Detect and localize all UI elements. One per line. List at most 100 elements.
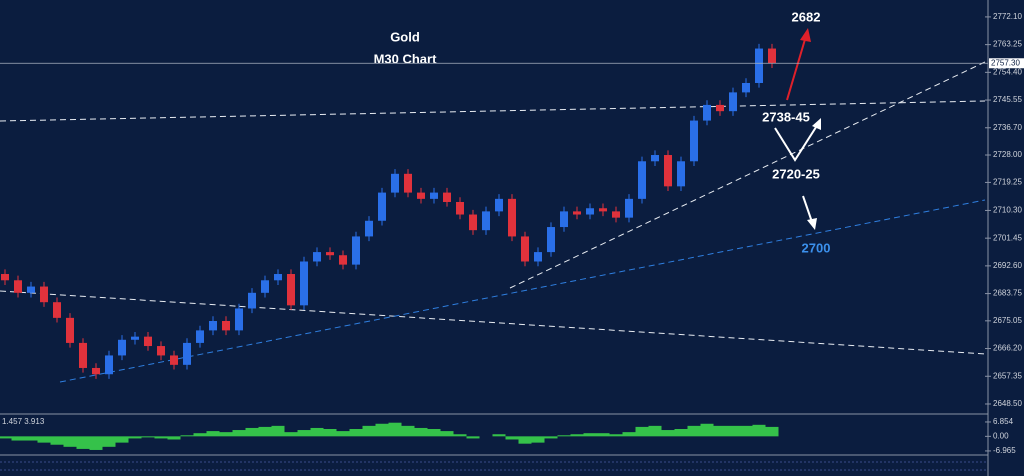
candle-body [690, 120, 698, 162]
candle-body [495, 198, 503, 212]
y-tick-label: 2675.05 [993, 316, 1022, 325]
trend-line [59, 199, 986, 383]
histogram-bar [310, 427, 324, 437]
candle-body [248, 292, 256, 309]
candle-body [417, 192, 425, 199]
y-tick-label: 2763.25 [993, 40, 1022, 49]
histogram-bar [63, 436, 77, 447]
candle-body [768, 48, 776, 64]
y-tick-label: 2728.00 [993, 150, 1022, 159]
candle-body [651, 155, 659, 162]
arrow [786, 35, 807, 101]
candle-body [222, 320, 230, 331]
y-tick-label: 2657.35 [993, 371, 1022, 380]
y-tick-label: -6.965 [993, 446, 1016, 455]
histogram-bar [765, 426, 779, 437]
annotation: 2720-25 [772, 166, 820, 181]
arrow-head [807, 218, 817, 230]
histogram-bar [648, 425, 662, 437]
histogram-bar [544, 436, 558, 439]
y-tick-label: 2710.30 [993, 206, 1022, 215]
histogram-bar [713, 425, 727, 437]
candle-body [729, 92, 737, 112]
candle-body [378, 192, 386, 221]
candle-body [1, 274, 9, 281]
histogram-bar [24, 436, 38, 441]
candle-body [27, 286, 35, 293]
histogram-bar [167, 436, 181, 440]
trend-line [0, 290, 986, 355]
histogram-bar [245, 427, 259, 437]
candle-body [677, 161, 685, 187]
candle-body [664, 155, 672, 187]
candle-body [287, 274, 295, 306]
histogram-bar [388, 422, 402, 437]
histogram-bar [297, 430, 311, 437]
candle-body [443, 192, 451, 202]
histogram-bar [635, 426, 649, 437]
candle-body [131, 336, 139, 340]
arrow-head [812, 118, 821, 130]
candle-body [560, 211, 568, 228]
candle-body [170, 355, 178, 365]
histogram-bar [401, 425, 415, 437]
trend-line [509, 61, 986, 289]
candle-body [430, 192, 438, 199]
arrow [774, 123, 819, 162]
histogram-bar [0, 436, 12, 439]
histogram-bar [726, 425, 740, 437]
candle-body [638, 161, 646, 199]
histogram-bar [570, 434, 584, 437]
histogram-bar [622, 432, 636, 437]
histogram-bar [739, 425, 753, 437]
candle-body [66, 317, 74, 343]
candle-body [365, 220, 373, 237]
histogram-bar [362, 425, 376, 437]
histogram-bar [466, 436, 480, 439]
trend-line [0, 100, 986, 122]
histogram-bar [115, 436, 129, 443]
candle-body [183, 342, 191, 365]
annotation: 2682 [792, 9, 821, 24]
histogram-bar [271, 425, 285, 437]
candle-body [196, 330, 204, 343]
annotation: 2738-45 [762, 109, 810, 124]
candle-body [755, 48, 763, 83]
histogram-bar [258, 426, 272, 437]
histogram-bar [596, 433, 610, 437]
candle-body [625, 198, 633, 218]
histogram-bar [180, 435, 194, 437]
candle-body [534, 252, 542, 262]
y-tick-label: 2701.45 [993, 233, 1022, 242]
candle-body [326, 252, 334, 256]
candle-body [612, 211, 620, 218]
candle-body [742, 82, 750, 93]
candle-body [703, 104, 711, 121]
y-tick-label: 2666.20 [993, 344, 1022, 353]
histogram-bar [414, 427, 428, 437]
candle-body [209, 320, 217, 331]
candle-body [40, 286, 48, 303]
y-tick-label: 0.00 [993, 431, 1009, 440]
candle-body [92, 367, 100, 375]
histogram-bar [661, 430, 675, 437]
candle-body [508, 198, 516, 237]
histogram-bar [336, 431, 350, 437]
candle-body [300, 261, 308, 306]
candle-body [235, 308, 243, 331]
histogram-bar [492, 434, 506, 437]
histogram-bar [102, 436, 116, 447]
y-tick-label: 2683.75 [993, 289, 1022, 298]
candle-body [53, 302, 61, 318]
histogram-bar [427, 429, 441, 437]
histogram-bar [453, 434, 467, 437]
candle-body [339, 255, 347, 265]
chart-title: Gold [390, 29, 420, 44]
histogram-bar [505, 436, 519, 440]
y-tick-label: 2772.10 [993, 12, 1022, 21]
histogram-bar [141, 436, 155, 438]
candle-body [586, 208, 594, 215]
chart-subtitle: M30 Chart [374, 51, 438, 66]
candle-body [716, 104, 724, 112]
